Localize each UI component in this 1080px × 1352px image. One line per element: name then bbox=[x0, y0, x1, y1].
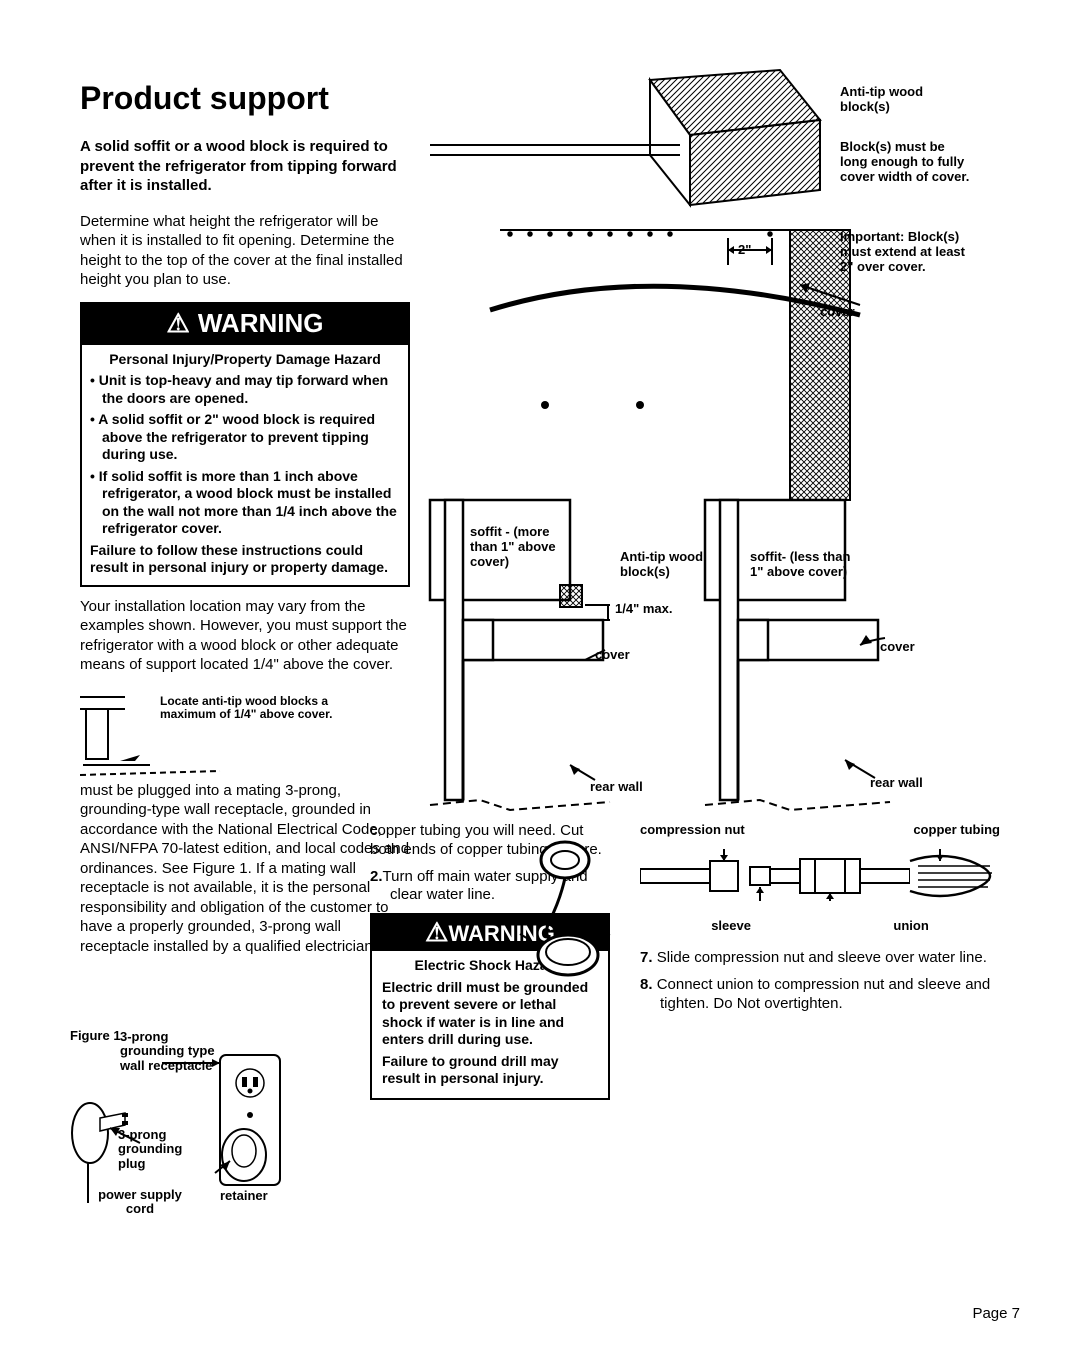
step-8: 8. Connect union to compression nut and … bbox=[640, 976, 1000, 1014]
small-diagram: Locate anti-tip wood blocks a maximum of… bbox=[80, 687, 410, 777]
install-diagram: Anti-tip wood block(s) Block(s) must be … bbox=[420, 60, 1000, 820]
step-2-num: 2. bbox=[370, 868, 383, 885]
warning-bullet: If solid soffit is more than 1 inch abov… bbox=[90, 468, 400, 538]
warning-header: ⚠ WARNING bbox=[82, 304, 408, 345]
tubing-coil-icon bbox=[510, 820, 620, 990]
warning-box-1: ⚠ WARNING Personal Injury/Property Damag… bbox=[80, 302, 410, 587]
label-soffit-less: soffit- (less than 1" above cover) bbox=[750, 550, 860, 580]
label-cover-right: cover bbox=[880, 640, 915, 655]
small-diagram-label: Locate anti-tip wood blocks a maximum of… bbox=[160, 695, 340, 723]
support-para: Your installation location may vary from… bbox=[80, 597, 410, 675]
label-cover-left: cover bbox=[595, 648, 630, 663]
page-number: Page 7 bbox=[972, 1305, 1020, 1322]
step-7-num: 7. bbox=[640, 949, 653, 966]
label-union: union bbox=[893, 918, 928, 933]
label-important: Important: Block(s) must extend at least… bbox=[840, 230, 980, 275]
label-rear-wall-l: rear wall bbox=[590, 780, 643, 795]
figure-1-title: Figure 1 bbox=[70, 1028, 121, 1043]
fig1-label-plug: 3-prong grounding plug bbox=[118, 1128, 198, 1171]
label-quarter-max: 1/4" max. bbox=[615, 602, 672, 617]
label-rear-wall-r: rear wall bbox=[870, 776, 923, 791]
warning-bullet: Unit is top-heavy and may tip forward wh… bbox=[90, 372, 400, 407]
label-antitip-top: Anti-tip wood block(s) bbox=[840, 85, 930, 115]
warning-triangle-icon: ⚠ bbox=[425, 919, 448, 945]
warning-bullet: A solid soffit or 2" wood block is requi… bbox=[90, 411, 400, 464]
warning-triangle-icon: ⚠ bbox=[167, 310, 190, 336]
label-sleeve: sleeve bbox=[711, 918, 751, 933]
warning2-p2: Failure to ground drill may result in pe… bbox=[382, 1053, 598, 1088]
electrical-para: must be plugged into a mating 3-prong, g… bbox=[80, 781, 410, 957]
fig1-label-receptacle: 3-prong grounding type wall receptacle bbox=[120, 1030, 230, 1073]
warning-header-text: WARNING bbox=[198, 308, 324, 339]
step-8-text: Connect union to compression nut and sle… bbox=[657, 976, 991, 1012]
step-7-text: Slide compression nut and sleeve over wa… bbox=[657, 949, 987, 966]
warning-footer: Failure to follow these instructions cou… bbox=[90, 542, 400, 577]
figure-1: Figure 1 3-prong grounding type wall rec… bbox=[70, 1028, 350, 1223]
label-block-long: Block(s) must be long enough to fully co… bbox=[840, 140, 970, 185]
step-8-num: 8. bbox=[640, 976, 653, 993]
label-cover-top: cover bbox=[820, 305, 855, 320]
label-antitip-mid: Anti-tip wood block(s) bbox=[620, 550, 720, 580]
page-title: Product support bbox=[80, 80, 410, 117]
label-soffit-more: soffit - (more than 1" above cover) bbox=[470, 525, 570, 570]
fig1-label-retainer: retainer bbox=[220, 1188, 268, 1203]
intro-para: Determine what height the refrigerator w… bbox=[80, 212, 410, 290]
union-diagram bbox=[640, 841, 1000, 911]
step-7: 7. Slide compression nut and sleeve over… bbox=[640, 949, 1000, 968]
fig1-label-cord: power supply cord bbox=[90, 1188, 190, 1217]
label-2inch: 2" bbox=[738, 243, 751, 258]
warning-sub: Personal Injury/Property Damage Hazard bbox=[90, 351, 400, 369]
intro-bold: A solid soffit or a wood block is requir… bbox=[80, 137, 410, 196]
